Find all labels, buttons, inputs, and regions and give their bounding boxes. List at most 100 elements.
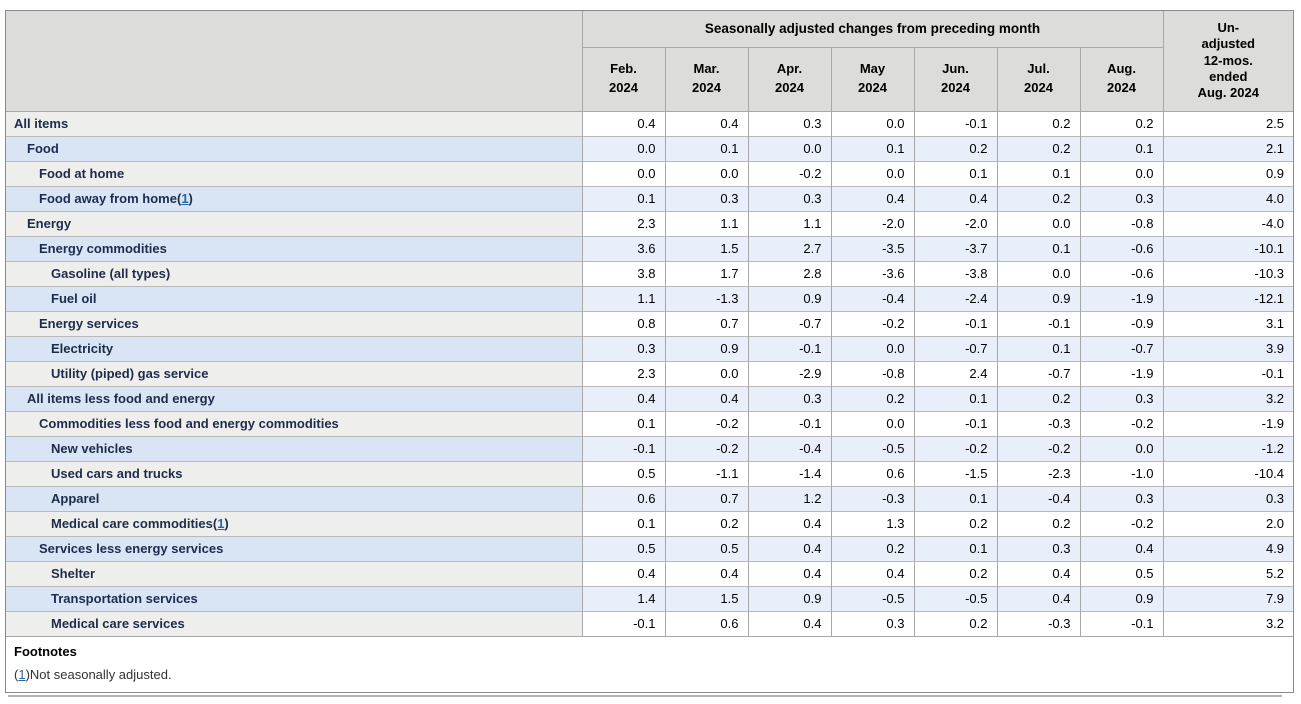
month-header: Jul. 2024 xyxy=(996,47,1080,112)
value-cell: -1.5 xyxy=(913,460,997,486)
table-row: Food away from home(1) 0.1 0.3 0.3 0.4 0.4 0.2… xyxy=(6,185,1294,211)
row-label: Energy xyxy=(6,210,583,236)
value-cell: 0.2 xyxy=(1079,110,1164,136)
stub-header-cell xyxy=(6,11,583,112)
value-cell: 0.1 xyxy=(996,160,1080,186)
value-cell: -1.3 xyxy=(664,285,748,311)
value-cell: 0.9 xyxy=(747,585,831,611)
value-cell: 0.0 xyxy=(582,135,665,161)
value-cell: -0.1 xyxy=(582,610,665,636)
value-cell: -2.9 xyxy=(747,360,831,386)
value-cell: 0.6 xyxy=(830,460,914,486)
table-row: Services less energy services 0.5 0.5 0.4 0.… xyxy=(6,535,1294,561)
row-label: Energy commodities xyxy=(6,235,583,261)
value-cell: 0.1 xyxy=(1079,135,1164,161)
value-cell: 0.4 xyxy=(664,110,748,136)
value-cell: 0.2 xyxy=(913,510,997,536)
footnote-link[interactable]: 1 xyxy=(217,516,225,531)
value-cell: 0.9 xyxy=(996,285,1080,311)
value-cell: 1.1 xyxy=(664,210,748,236)
value-cell: 0.3 xyxy=(582,335,665,361)
value-cell: 2.4 xyxy=(913,360,997,386)
table-row: Food 0.0 0.1 0.0 0.1 0.2 0.2 0.1 2.1 xyxy=(6,135,1294,161)
value-cell: 0.4 xyxy=(747,535,831,561)
value-cell: 0.0 xyxy=(830,110,914,136)
table-row: Utility (piped) gas service 2.3 0.0 -2.9 -0.… xyxy=(6,360,1294,386)
value-cell: -0.5 xyxy=(913,585,997,611)
value-cell: -0.1 xyxy=(747,335,831,361)
value-cell: 0.3 xyxy=(1079,385,1164,411)
value-cell: 0.4 xyxy=(582,110,665,136)
value-cell: -10.3 xyxy=(1162,260,1294,286)
value-cell: -3.5 xyxy=(830,235,914,261)
table-row: Energy services 0.8 0.7 -0.7 -0.2 -0.1 -0.1 -0.… xyxy=(6,310,1294,336)
value-cell: 0.5 xyxy=(664,535,748,561)
value-cell: 0.2 xyxy=(996,110,1080,136)
row-label: Fuel oil xyxy=(6,285,583,311)
table-row: Used cars and trucks 0.5 -1.1 -1.4 0.6 -1.5 -2… xyxy=(6,460,1294,486)
row-label: All items less food and energy xyxy=(6,385,583,411)
value-cell: 0.2 xyxy=(913,135,997,161)
value-cell: -0.4 xyxy=(996,485,1080,511)
value-cell: -0.1 xyxy=(747,410,831,436)
value-cell: 1.3 xyxy=(830,510,914,536)
value-cell: -0.3 xyxy=(830,485,914,511)
value-cell: -1.9 xyxy=(1079,360,1164,386)
row-label: Food xyxy=(6,135,583,161)
value-cell: 0.4 xyxy=(913,185,997,211)
footnote-item: (1)Not seasonally adjusted. xyxy=(14,667,172,682)
row-label: Gasoline (all types) xyxy=(6,260,583,286)
table-row: Gasoline (all types) 3.8 1.7 2.8 -3.6 -3.8 0.0… xyxy=(6,260,1294,286)
value-cell: -4.0 xyxy=(1162,210,1294,236)
value-cell: 0.4 xyxy=(664,385,748,411)
value-cell: 3.6 xyxy=(582,235,665,261)
row-label: Medical care services xyxy=(6,610,583,636)
table-row: Medical care services -0.1 0.6 0.4 0.3 0.2 -0.… xyxy=(6,610,1294,636)
value-cell: -0.4 xyxy=(747,435,831,461)
value-cell: 0.1 xyxy=(913,160,997,186)
value-cell: 0.2 xyxy=(830,535,914,561)
value-cell: 0.1 xyxy=(996,235,1080,261)
value-cell: 0.1 xyxy=(664,135,748,161)
value-cell: 3.8 xyxy=(582,260,665,286)
row-label: Transportation services xyxy=(6,585,583,611)
value-cell: 3.2 xyxy=(1162,610,1294,636)
value-cell: -0.2 xyxy=(664,435,748,461)
row-label: All items xyxy=(6,110,583,136)
value-cell: -0.1 xyxy=(913,310,997,336)
value-cell: 3.1 xyxy=(1162,310,1294,336)
row-label: Shelter xyxy=(6,560,583,586)
row-label: Utility (piped) gas service xyxy=(6,360,583,386)
value-cell: -12.1 xyxy=(1162,285,1294,311)
value-cell: 0.6 xyxy=(582,485,665,511)
footnote-link[interactable]: 1 xyxy=(18,667,26,682)
table-row: Electricity 0.3 0.9 -0.1 0.0 -0.7 0.1 -0.7 3.9 xyxy=(6,335,1294,361)
value-cell: -0.2 xyxy=(747,160,831,186)
month-header: May 2024 xyxy=(830,47,914,112)
value-cell: 0.0 xyxy=(747,135,831,161)
row-label: Medical care commodities(1) xyxy=(6,510,583,536)
value-cell: 0.0 xyxy=(830,335,914,361)
value-cell: -0.1 xyxy=(1079,610,1164,636)
row-label: New vehicles xyxy=(6,435,583,461)
footnotes-section: Footnotes (1)Not seasonally adjusted. xyxy=(6,636,1293,692)
table-row: Energy 2.3 1.1 1.1 -2.0 -2.0 0.0 -0.8 -4.0 xyxy=(6,210,1294,236)
value-cell: 0.3 xyxy=(747,110,831,136)
cpi-table-container: Seasonally adjusted changes from precedi… xyxy=(5,10,1294,693)
value-cell: 7.9 xyxy=(1162,585,1294,611)
table-row: Food at home 0.0 0.0 -0.2 0.0 0.1 0.1 0.0 0.9 xyxy=(6,160,1294,186)
value-cell: 0.1 xyxy=(582,410,665,436)
value-cell: 0.0 xyxy=(830,160,914,186)
table-row: All items 0.4 0.4 0.3 0.0 -0.1 0.2 0.2 2.5 xyxy=(6,110,1294,136)
month-header: Jun. 2024 xyxy=(913,47,997,112)
value-cell: 0.4 xyxy=(747,610,831,636)
value-cell: 4.0 xyxy=(1162,185,1294,211)
value-cell: 4.9 xyxy=(1162,535,1294,561)
value-cell: -2.4 xyxy=(913,285,997,311)
footnote-link[interactable]: 1 xyxy=(181,191,189,206)
value-cell: -0.8 xyxy=(1079,210,1164,236)
table-body: All items 0.4 0.4 0.3 0.0 -0.1 0.2 0.2 2.5 Food 0.… xyxy=(6,110,1294,636)
value-cell: 0.1 xyxy=(913,385,997,411)
value-cell: -0.1 xyxy=(1162,360,1294,386)
value-cell: -0.3 xyxy=(996,610,1080,636)
